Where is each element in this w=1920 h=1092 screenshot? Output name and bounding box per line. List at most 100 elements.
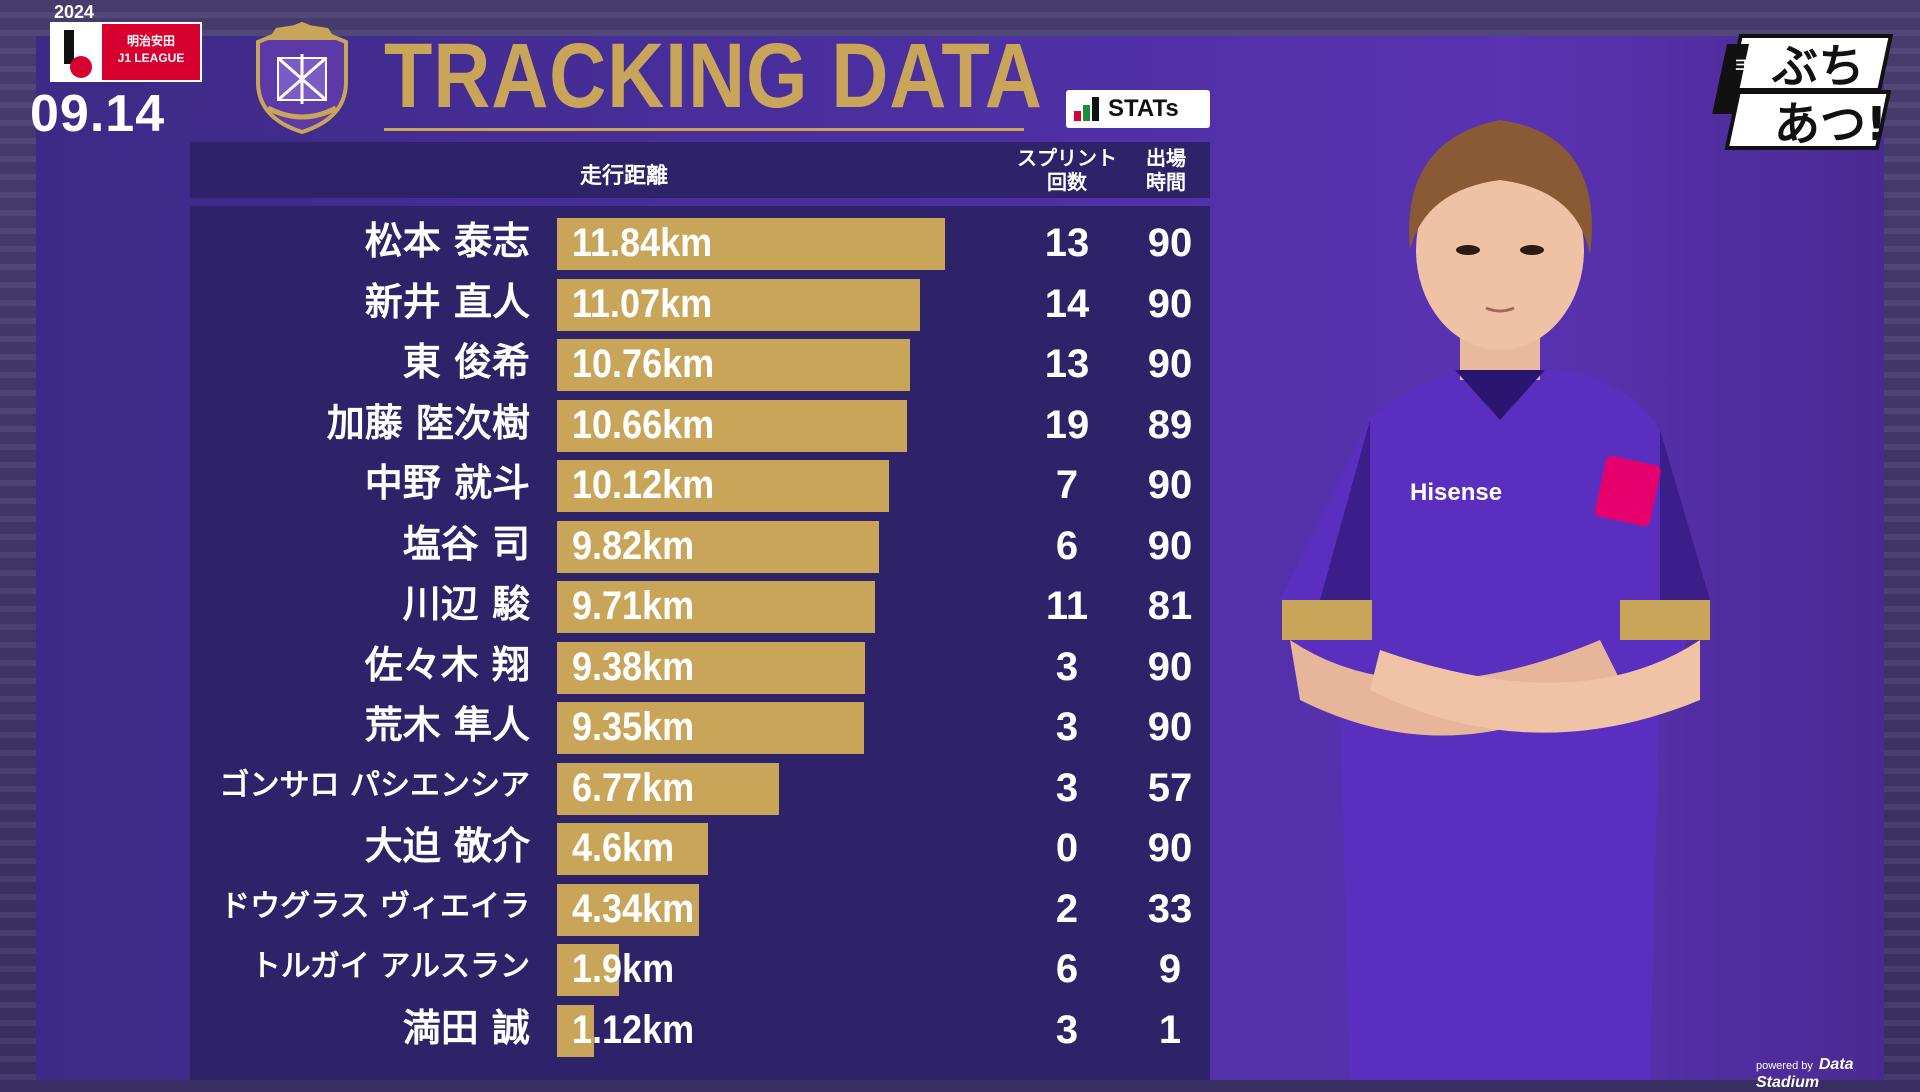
league-name-line1: 明治安田	[126, 34, 175, 48]
minutes-played: 90	[1147, 705, 1193, 749]
distance-value: 1.12km	[572, 1007, 695, 1052]
stats-logo-text: STATs	[1108, 95, 1179, 122]
season-year: 2024	[54, 2, 95, 22]
minutes-played: 81	[1147, 584, 1193, 628]
j-league-logo: 明治安田 J1 LEAGUE	[50, 22, 202, 82]
distance-bar	[557, 520, 879, 573]
minutes-played: 1	[1158, 1007, 1182, 1052]
column-sprints: スプリント 回数	[1017, 146, 1117, 194]
show-logo-line2: あつ!	[1774, 97, 1887, 151]
sprint-count: 13	[1044, 221, 1090, 265]
distance-bar	[557, 944, 619, 996]
column-minutes: 出場 時間	[1146, 146, 1186, 194]
table-row: 大迫 敬介 4.6km 0 90	[190, 817, 1210, 875]
player-name: 東 俊希	[402, 340, 530, 384]
minutes-played: 33	[1147, 886, 1193, 931]
minutes-played: 90	[1147, 523, 1193, 568]
sprint-count: 0	[1055, 826, 1079, 870]
show-logo-line1: ぶち	[1771, 39, 1864, 93]
minutes-played: 89	[1147, 402, 1193, 447]
distance-value: 9.35km	[572, 705, 695, 749]
distance-value: 4.34km	[572, 886, 695, 931]
minutes-played: 90	[1147, 463, 1193, 507]
sprint-count: 19	[1044, 402, 1090, 447]
distance-value: 10.66km	[572, 402, 715, 447]
distance-value: 11.84km	[572, 221, 713, 265]
minutes-played: 90	[1147, 281, 1193, 326]
table-row: 荒木 隼人 9.35km 3 90	[190, 696, 1210, 754]
distance-bar	[557, 702, 864, 754]
player-name: トルガイ アルスラン	[250, 949, 530, 984]
tracking-table: 松本 泰志 11.84km 13 90 新井 直人 11.07km 14 90 東 俊希 10.7…	[190, 206, 1210, 1080]
player-name: 荒木 隼人	[364, 703, 530, 747]
distance-value: 9.82km	[572, 523, 695, 568]
stats-logo: STATs	[1066, 90, 1210, 128]
player-photo: Hisense	[1280, 120, 1710, 1080]
distance-value: 1.9km	[572, 947, 675, 991]
player-name: 満田 誠	[402, 1005, 530, 1050]
sanfrecce-crest-icon	[256, 22, 348, 134]
distance-bar	[557, 581, 875, 633]
distance-bar	[557, 460, 889, 512]
table-row: ドウグラス ヴィエイラ 4.34km 2 33	[190, 878, 1210, 936]
distance-bar	[557, 641, 865, 694]
powered-by-label: powered by	[1756, 1060, 1813, 1072]
svg-text:Hisense: Hisense	[1410, 479, 1502, 506]
distance-bar	[557, 883, 699, 936]
sprint-count: 11	[1045, 584, 1089, 628]
sprint-count: 6	[1055, 523, 1079, 568]
distance-bar	[557, 823, 708, 875]
player-name: 松本 泰志	[364, 219, 530, 263]
table-row: トルガイ アルスラン 1.9km 6 9	[190, 938, 1210, 996]
league-name-line2: J1 LEAGUE	[117, 51, 185, 65]
distance-bar	[557, 1004, 594, 1057]
distance-bar	[557, 339, 910, 391]
table-row: 新井 直人 11.07km 14 90	[190, 273, 1210, 331]
table-row: ゴンサロ パシエンシア 6.77km 3 57	[190, 757, 1210, 815]
table-row: 満田 誠 1.12km 3 1	[190, 999, 1210, 1057]
minutes-played: 9	[1158, 947, 1182, 991]
player-name: 大迫 敬介	[364, 824, 530, 868]
title-underline	[384, 128, 1024, 131]
distance-value: 9.38km	[572, 644, 695, 689]
sprint-count: 3	[1055, 705, 1079, 749]
distance-value: 6.77km	[572, 765, 695, 810]
distance-bar	[557, 278, 920, 331]
table-row: 中野 就斗 10.12km 7 90	[190, 454, 1210, 512]
j-mark-icon	[56, 26, 100, 78]
sprint-count: 3	[1055, 765, 1079, 810]
table-row: 佐々木 翔 9.38km 3 90	[190, 636, 1210, 694]
minutes-played: 90	[1147, 342, 1193, 386]
player-name: ドウグラス ヴィエイラ	[220, 888, 530, 924]
sprint-count: 2	[1055, 886, 1079, 931]
distance-value: 11.07km	[572, 281, 713, 326]
sprint-count: 7	[1055, 463, 1079, 507]
table-row: 松本 泰志 11.84km 13 90	[190, 212, 1210, 270]
distance-value: 10.76km	[572, 342, 715, 386]
table-row: 加藤 陸次樹 10.66km 19 89	[190, 394, 1210, 452]
minutes-played: 90	[1147, 644, 1193, 689]
stats-bars-icon	[1074, 97, 1104, 121]
show-logo-icon: ぶち あつ! ヨシ	[1712, 34, 1894, 151]
sprint-count: 6	[1055, 947, 1079, 991]
page-title: TRACKING DATA	[384, 25, 1043, 127]
match-date: 09.14	[30, 85, 166, 143]
distance-value: 10.12km	[572, 463, 715, 507]
distance-value: 9.71km	[572, 584, 695, 628]
column-header-row: 走行距離 スプリント 回数 出場 時間	[190, 142, 1210, 198]
player-name: 新井 直人	[364, 279, 530, 324]
minutes-played: 90	[1147, 221, 1193, 265]
player-name: 川辺 駿	[402, 582, 530, 626]
minutes-played: 90	[1147, 826, 1193, 870]
distance-bar	[557, 762, 779, 815]
column-distance: 走行距離	[580, 164, 669, 189]
show-logo-side: ヨシ	[1734, 58, 1762, 74]
table-row: 塩谷 司 9.82km 6 90	[190, 515, 1210, 573]
player-name: ゴンサロ パシエンシア	[219, 767, 530, 803]
powered-by: powered by Data Stadium	[1756, 1056, 1920, 1092]
player-name: 佐々木 翔	[364, 642, 530, 687]
sprint-count: 3	[1055, 644, 1079, 689]
sprint-count: 13	[1044, 342, 1090, 386]
table-row: 川辺 駿 9.71km 11 81	[190, 575, 1210, 633]
minutes-played: 57	[1147, 765, 1193, 810]
